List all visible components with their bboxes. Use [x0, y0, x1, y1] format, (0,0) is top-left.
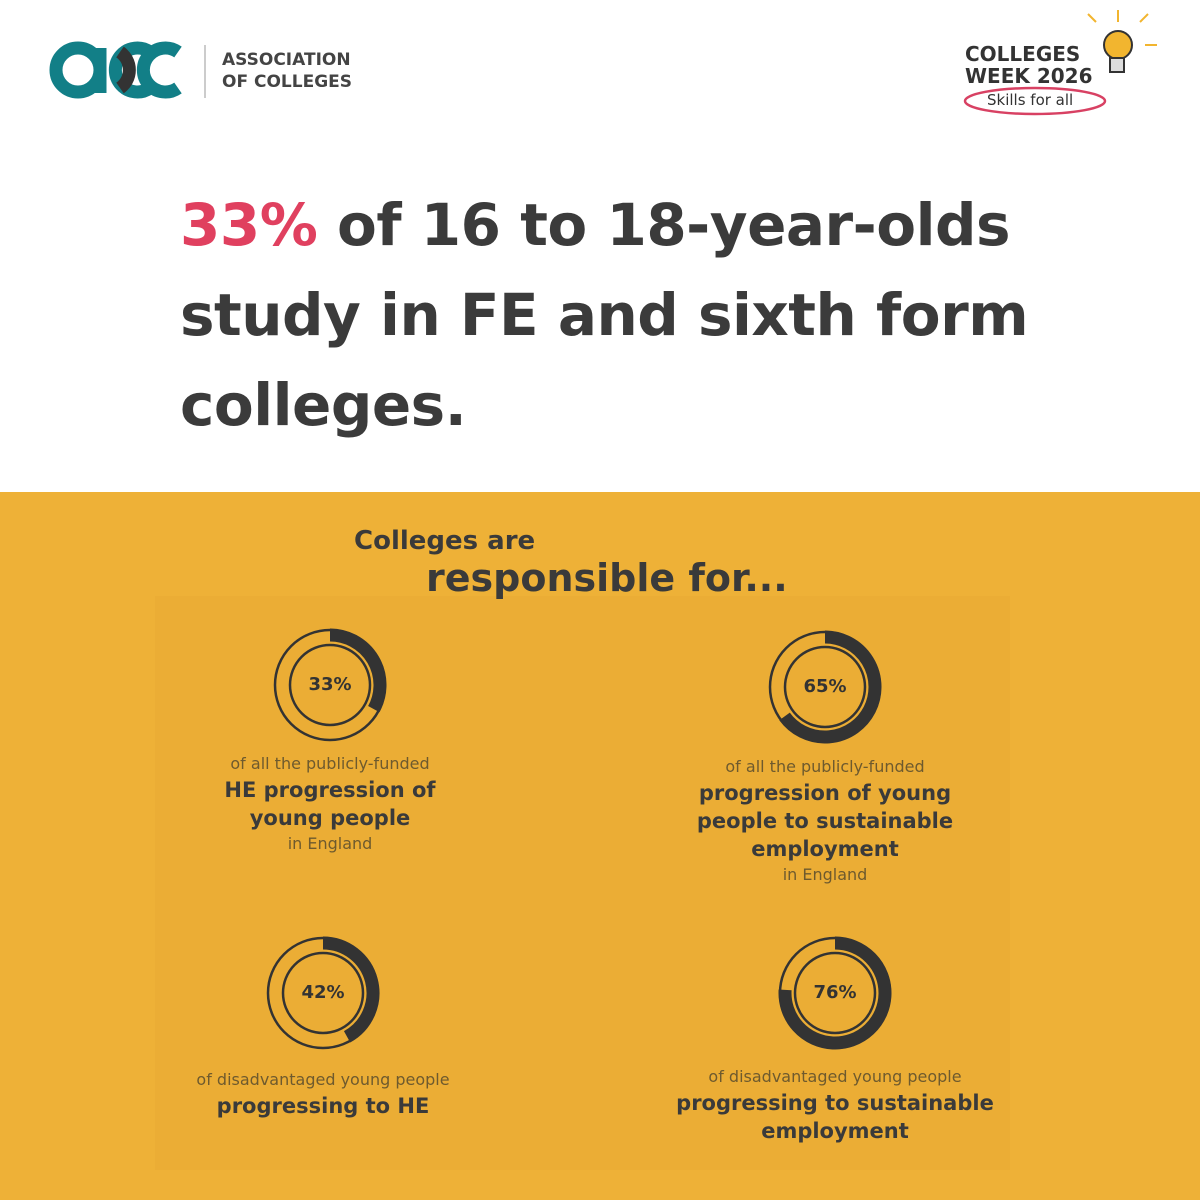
donut-inner — [288, 643, 372, 727]
stat-pre: of all the publicly-funded — [725, 757, 925, 776]
donut-arc — [322, 936, 380, 1043]
stat-main: progression of young people to sustainab… — [696, 781, 954, 861]
logo-text: OF COLLEGES — [222, 72, 352, 92]
stat-post: in England — [782, 865, 868, 884]
logo-text: ASSOCIATION — [222, 50, 351, 70]
donut-inner — [281, 951, 365, 1035]
stat-main: progressing to HE — [216, 1094, 430, 1118]
aoc-logo — [49, 41, 182, 99]
stat-pre: of disadvantaged young people — [196, 1070, 450, 1089]
stat-pre: of all the publicly-funded — [230, 754, 430, 773]
donut-arc — [779, 630, 882, 744]
tagline-ring — [963, 86, 1107, 116]
stat-text: of all the publicly-funded HE progression… — [210, 752, 450, 856]
donut-arc — [778, 936, 892, 1050]
stat-text: of disadvantaged young people progressing… — [163, 1068, 483, 1120]
headline: 33% of 16 to 18-year-olds study in FE an… — [180, 180, 1060, 450]
donut-label: 42% — [301, 982, 344, 1003]
section-heading: responsible for... — [426, 556, 788, 600]
stat-pre: of disadvantaged young people — [708, 1067, 962, 1086]
stats-panel — [155, 596, 1010, 1170]
donut-arc — [329, 628, 387, 713]
stat-main: HE progression of young people — [224, 778, 436, 830]
stat-main: progressing to sustainable employment — [676, 1091, 994, 1143]
donut-label: 76% — [813, 982, 856, 1003]
bulb-icon — [1087, 10, 1157, 73]
section-intro: Colleges are — [354, 526, 536, 556]
headline-text: of 16 to 18-year-olds study in FE and si… — [180, 191, 1029, 439]
stat-text: of all the publicly-funded progression of… — [695, 755, 955, 887]
event-title: WEEK 2026 — [965, 64, 1093, 88]
donut-inner — [783, 645, 867, 729]
donut-label: 65% — [803, 676, 846, 697]
donut-inner — [793, 951, 877, 1035]
headline-highlight: 33% — [180, 191, 318, 259]
stat-text: of disadvantaged young people progressing… — [660, 1065, 1010, 1145]
donut-label: 33% — [308, 674, 351, 695]
event-title: COLLEGES — [965, 42, 1081, 66]
stat-post: in England — [287, 834, 373, 853]
event-tagline: Skills for all — [987, 91, 1074, 109]
